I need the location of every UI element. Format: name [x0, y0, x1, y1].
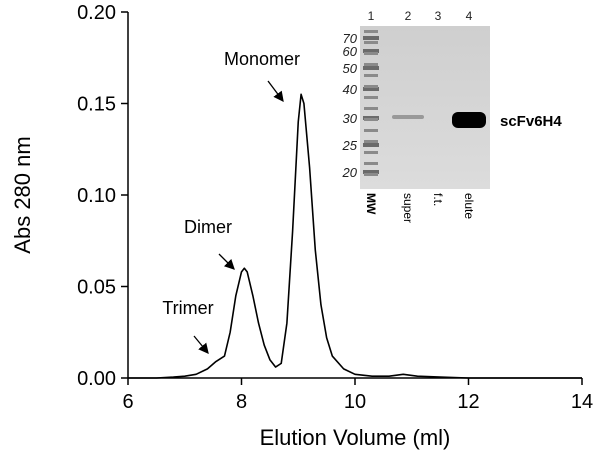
lane-number: 1 — [368, 9, 375, 23]
lane-label: MW — [364, 193, 378, 215]
annotation-arrow — [218, 253, 235, 270]
ladder-band — [364, 74, 378, 77]
lane-number: 3 — [435, 9, 442, 23]
band-label: scFv6H4 — [500, 113, 562, 130]
marker-label: 50 — [343, 61, 358, 76]
ladder-band — [363, 170, 379, 174]
annotation-arrow — [193, 335, 209, 355]
x-tick-label: 8 — [236, 391, 247, 413]
ladder-band — [364, 85, 378, 88]
gel-band — [392, 115, 424, 119]
marker-label: 30 — [343, 111, 358, 126]
lane-label: f.t. — [431, 193, 445, 206]
ladder-band — [364, 140, 378, 143]
y-tick-label: 0.00 — [77, 368, 116, 390]
ladder-band — [363, 87, 379, 91]
marker-label: 60 — [343, 44, 358, 59]
ladder-band — [364, 173, 378, 176]
marker-label: 40 — [343, 82, 358, 97]
y-tick-label: 0.05 — [77, 277, 116, 299]
ladder-band — [364, 107, 378, 110]
marker-label: 70 — [343, 31, 358, 46]
lane-label: super — [401, 193, 415, 223]
ladder-band — [363, 49, 379, 53]
y-tick-label: 0.15 — [77, 94, 116, 116]
ladder-band — [364, 30, 378, 33]
ladder-band — [364, 96, 378, 99]
gel — [360, 26, 490, 189]
ladder-band — [363, 36, 379, 40]
ladder-band — [364, 129, 378, 132]
ladder-band — [364, 52, 378, 55]
x-tick-label: 12 — [457, 391, 479, 413]
y-axis-label: Abs 280 nm — [10, 136, 35, 253]
ladder-band — [364, 162, 378, 165]
x-tick-label: 14 — [571, 391, 593, 413]
ladder-band — [364, 151, 378, 154]
annotation-arrow — [267, 80, 284, 103]
y-tick-label: 0.10 — [77, 185, 116, 207]
ladder-band — [364, 63, 378, 66]
lane-number: 2 — [405, 9, 412, 23]
gel-band — [452, 112, 486, 128]
ladder-band — [364, 118, 378, 121]
trace — [128, 93, 582, 379]
ladder-band — [364, 41, 378, 44]
marker-label: 20 — [342, 165, 358, 180]
lane-number: 4 — [466, 9, 473, 23]
y-tick-label: 0.20 — [77, 2, 116, 24]
ladder-band — [363, 66, 379, 70]
annotation: Dimer — [184, 217, 232, 237]
ladder-band — [363, 143, 379, 147]
x-tick-label: 6 — [122, 391, 133, 413]
x-axis-label: Elution Volume (ml) — [260, 425, 451, 450]
x-tick-label: 10 — [344, 391, 366, 413]
marker-label: 25 — [342, 138, 358, 153]
annotation: Trimer — [162, 298, 213, 318]
lane-label: elute — [462, 193, 476, 219]
gel-inset — [360, 26, 490, 189]
annotation: Monomer — [224, 49, 300, 69]
